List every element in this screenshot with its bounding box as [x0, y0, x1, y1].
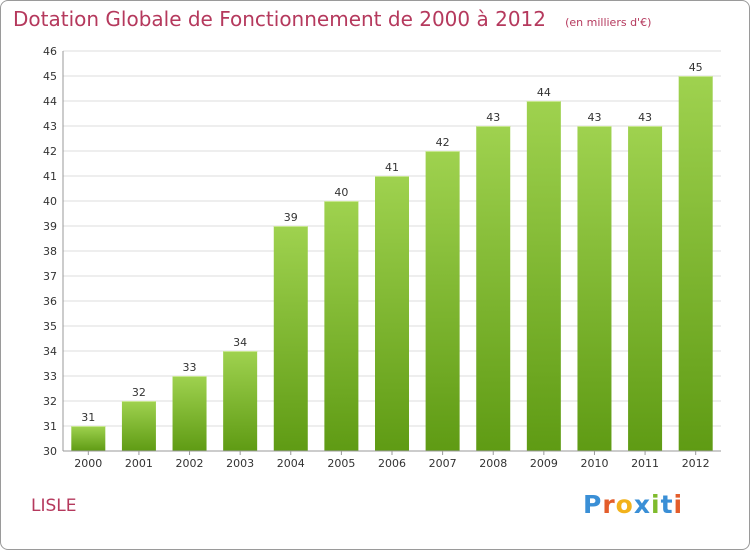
- logo-letter: r: [602, 490, 616, 519]
- logo-letter: i: [651, 490, 661, 519]
- bar-2007: [425, 151, 460, 451]
- x-tick-label: 2007: [429, 457, 457, 470]
- y-tick-label: 33: [43, 370, 57, 383]
- bar-2012: [678, 76, 713, 451]
- axes: 30 31 32 33 34 35 36 37 38 39 40 41 42 43 44 45 46 2000 20…: [43, 45, 721, 470]
- bar-2004: [273, 226, 308, 451]
- y-tick-label: 45: [43, 70, 57, 83]
- bar-2003: [223, 351, 258, 451]
- bar-2005: [324, 201, 359, 451]
- y-tick-label: 41: [43, 170, 57, 183]
- title-row: Dotation Globale de Fonctionnement de 20…: [13, 7, 651, 31]
- x-tick-label: 2002: [176, 457, 204, 470]
- y-tick-label: 40: [43, 195, 57, 208]
- logo-letter: P: [583, 490, 603, 519]
- bar-2001: [121, 401, 156, 451]
- x-tick-label: 2009: [530, 457, 558, 470]
- data-label: 43: [587, 111, 601, 124]
- x-tick-label: 2005: [327, 457, 355, 470]
- commune-name: LISLE: [31, 496, 77, 516]
- y-tick-label: 34: [43, 345, 57, 358]
- y-tick-label: 46: [43, 45, 57, 58]
- bars: 31 32 33 34 39 40 41 42 43 44 43 43 45: [71, 61, 713, 451]
- y-tick-label: 37: [43, 270, 57, 283]
- data-label: 43: [638, 111, 652, 124]
- y-tick-label: 43: [43, 120, 57, 133]
- data-label: 34: [233, 336, 247, 349]
- y-tick-label: 39: [43, 220, 57, 233]
- data-label: 39: [284, 211, 298, 224]
- bar-2011: [628, 126, 663, 451]
- x-tick-label: 2010: [580, 457, 608, 470]
- data-label: 42: [436, 136, 450, 149]
- y-tick-label: 30: [43, 445, 57, 458]
- bar-2000: [71, 426, 106, 451]
- x-tick-label: 2000: [74, 457, 102, 470]
- y-tick-label: 31: [43, 420, 57, 433]
- data-label: 31: [81, 411, 95, 424]
- x-tick-label: 2008: [479, 457, 507, 470]
- bar-2010: [577, 126, 612, 451]
- y-tick-label: 44: [43, 95, 57, 108]
- data-label: 43: [486, 111, 500, 124]
- data-label: 33: [183, 361, 197, 374]
- y-tick-label: 38: [43, 245, 57, 258]
- data-label: 32: [132, 386, 146, 399]
- bar-2002: [172, 376, 207, 451]
- logo-letter: i: [673, 490, 684, 519]
- proxiti-logo[interactable]: Proxiti: [583, 490, 683, 519]
- data-label: 41: [385, 161, 399, 174]
- x-tick-label: 2004: [277, 457, 305, 470]
- x-tick-label: 2001: [125, 457, 153, 470]
- y-tick-label: 35: [43, 320, 57, 333]
- x-tick-label: 2006: [378, 457, 406, 470]
- x-tick-label: 2003: [226, 457, 254, 470]
- y-tick-label: 32: [43, 395, 57, 408]
- chart-subtitle: (en milliers d'€): [565, 16, 652, 29]
- logo-letter: o: [615, 490, 634, 519]
- logo-letter: t: [660, 490, 674, 519]
- y-tick-label: 36: [43, 295, 57, 308]
- data-label: 45: [689, 61, 703, 74]
- chart-title: Dotation Globale de Fonctionnement de 20…: [13, 7, 546, 31]
- bar-2008: [476, 126, 511, 451]
- bar-2006: [375, 176, 409, 451]
- bar-2009: [526, 101, 561, 451]
- data-label: 44: [537, 86, 551, 99]
- x-tick-label: 2011: [631, 457, 659, 470]
- y-tick-label: 42: [43, 145, 57, 158]
- data-label: 40: [334, 186, 348, 199]
- logo-letter: x: [633, 490, 651, 519]
- x-tick-label: 2012: [682, 457, 710, 470]
